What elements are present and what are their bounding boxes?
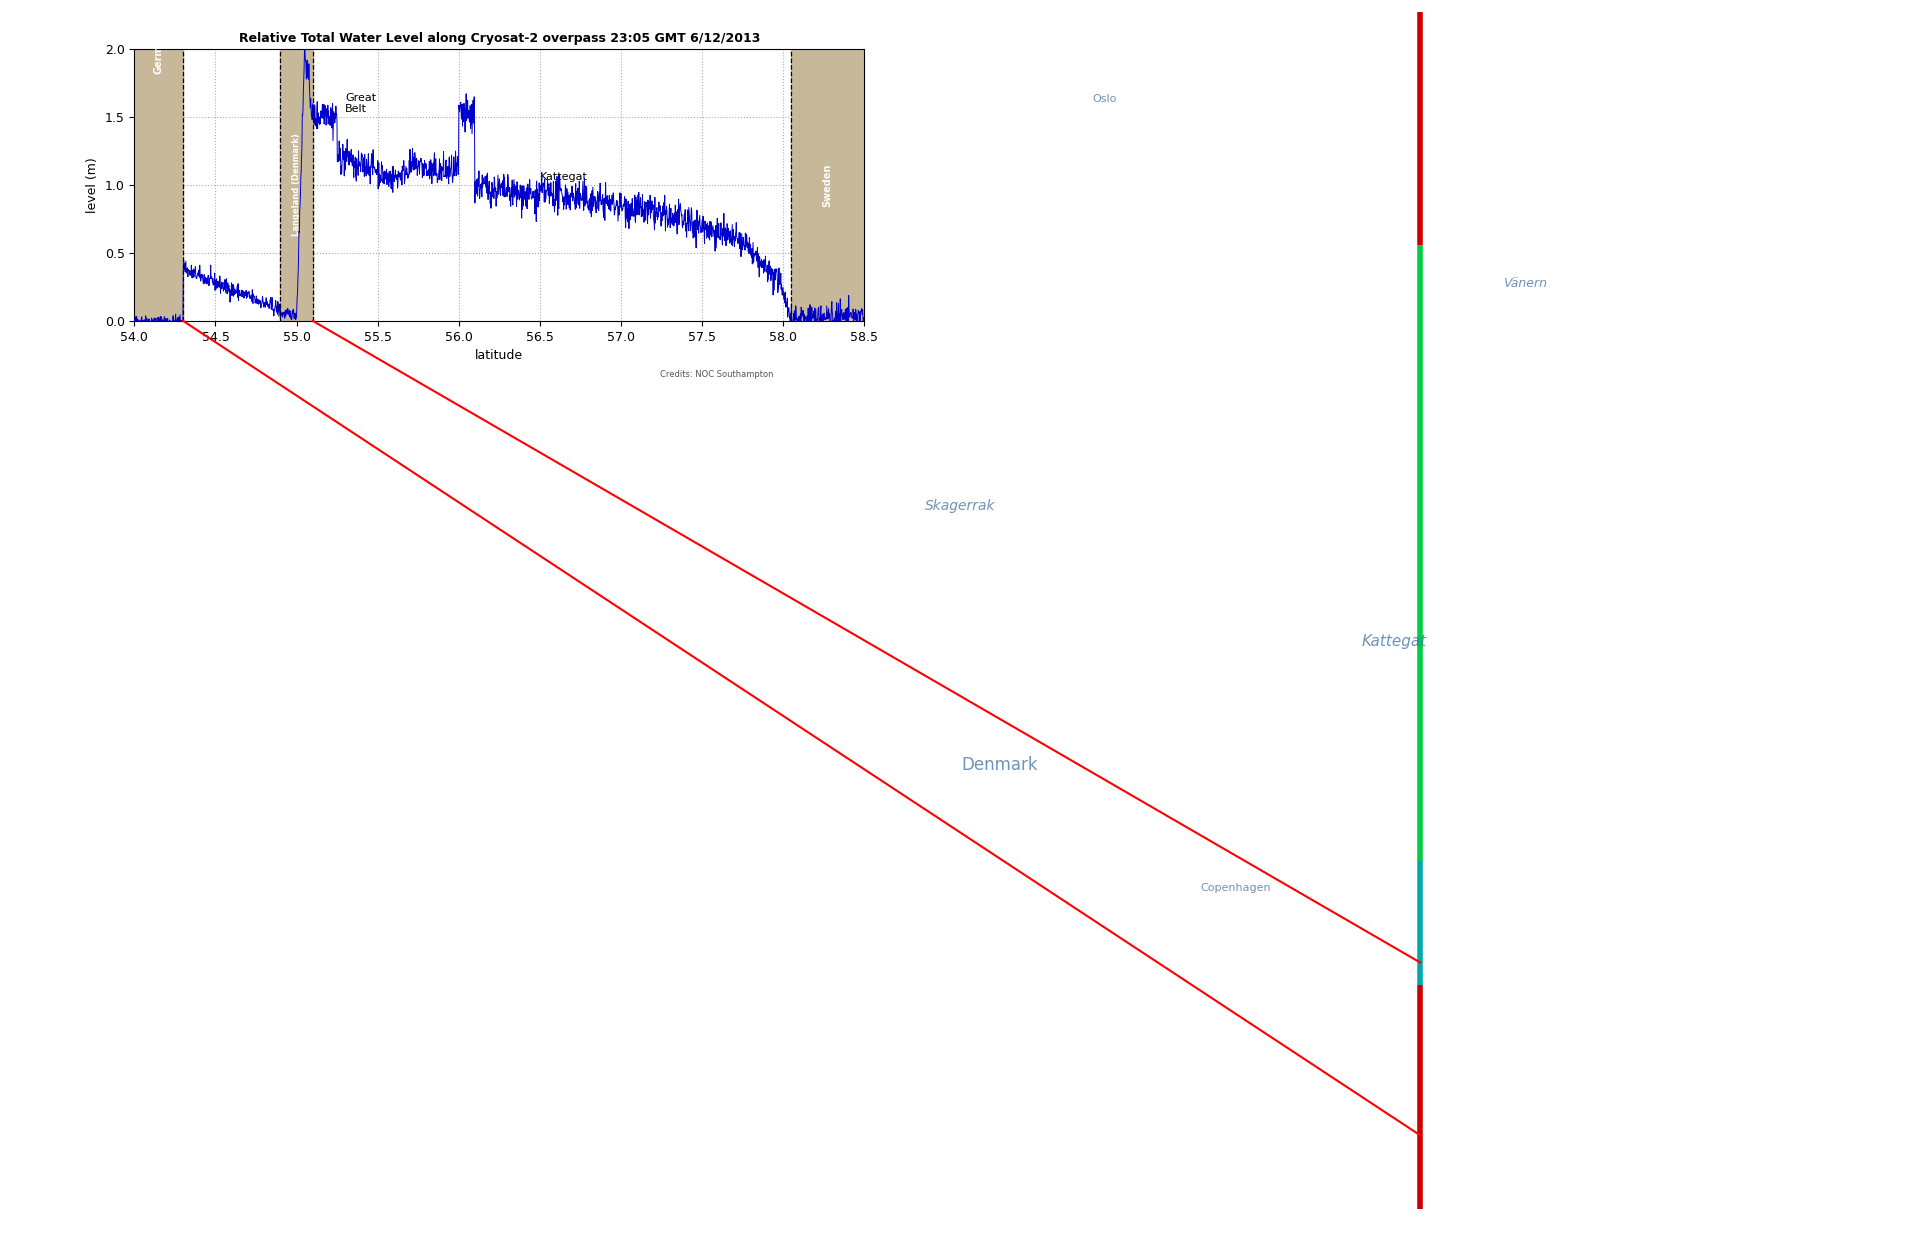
Y-axis label: level (m): level (m) <box>86 157 100 213</box>
Text: Copenhagen: Copenhagen <box>1200 884 1271 893</box>
Text: Great
Belt: Great Belt <box>346 93 376 115</box>
Text: Denmark: Denmark <box>962 756 1037 774</box>
Bar <box>134 49 182 321</box>
Bar <box>791 49 864 321</box>
Text: Sweden: Sweden <box>822 163 833 207</box>
Text: Vänern: Vänern <box>1503 278 1548 290</box>
Title: Relative Total Water Level along Cryosat-2 overpass 23:05 GMT 6/12/2013: Relative Total Water Level along Cryosat… <box>238 32 760 46</box>
Text: Credits: NOC Southampton: Credits: NOC Southampton <box>660 370 774 379</box>
Bar <box>280 49 313 321</box>
Text: Langeland (Denmark): Langeland (Denmark) <box>292 133 301 237</box>
Text: Kattegat: Kattegat <box>1361 634 1427 649</box>
Text: Oslo: Oslo <box>1092 94 1117 104</box>
X-axis label: latitude: latitude <box>474 349 524 362</box>
Text: Germany: Germany <box>154 25 163 74</box>
Text: Kattegat: Kattegat <box>540 172 588 181</box>
Text: Skagerrak: Skagerrak <box>925 499 995 513</box>
